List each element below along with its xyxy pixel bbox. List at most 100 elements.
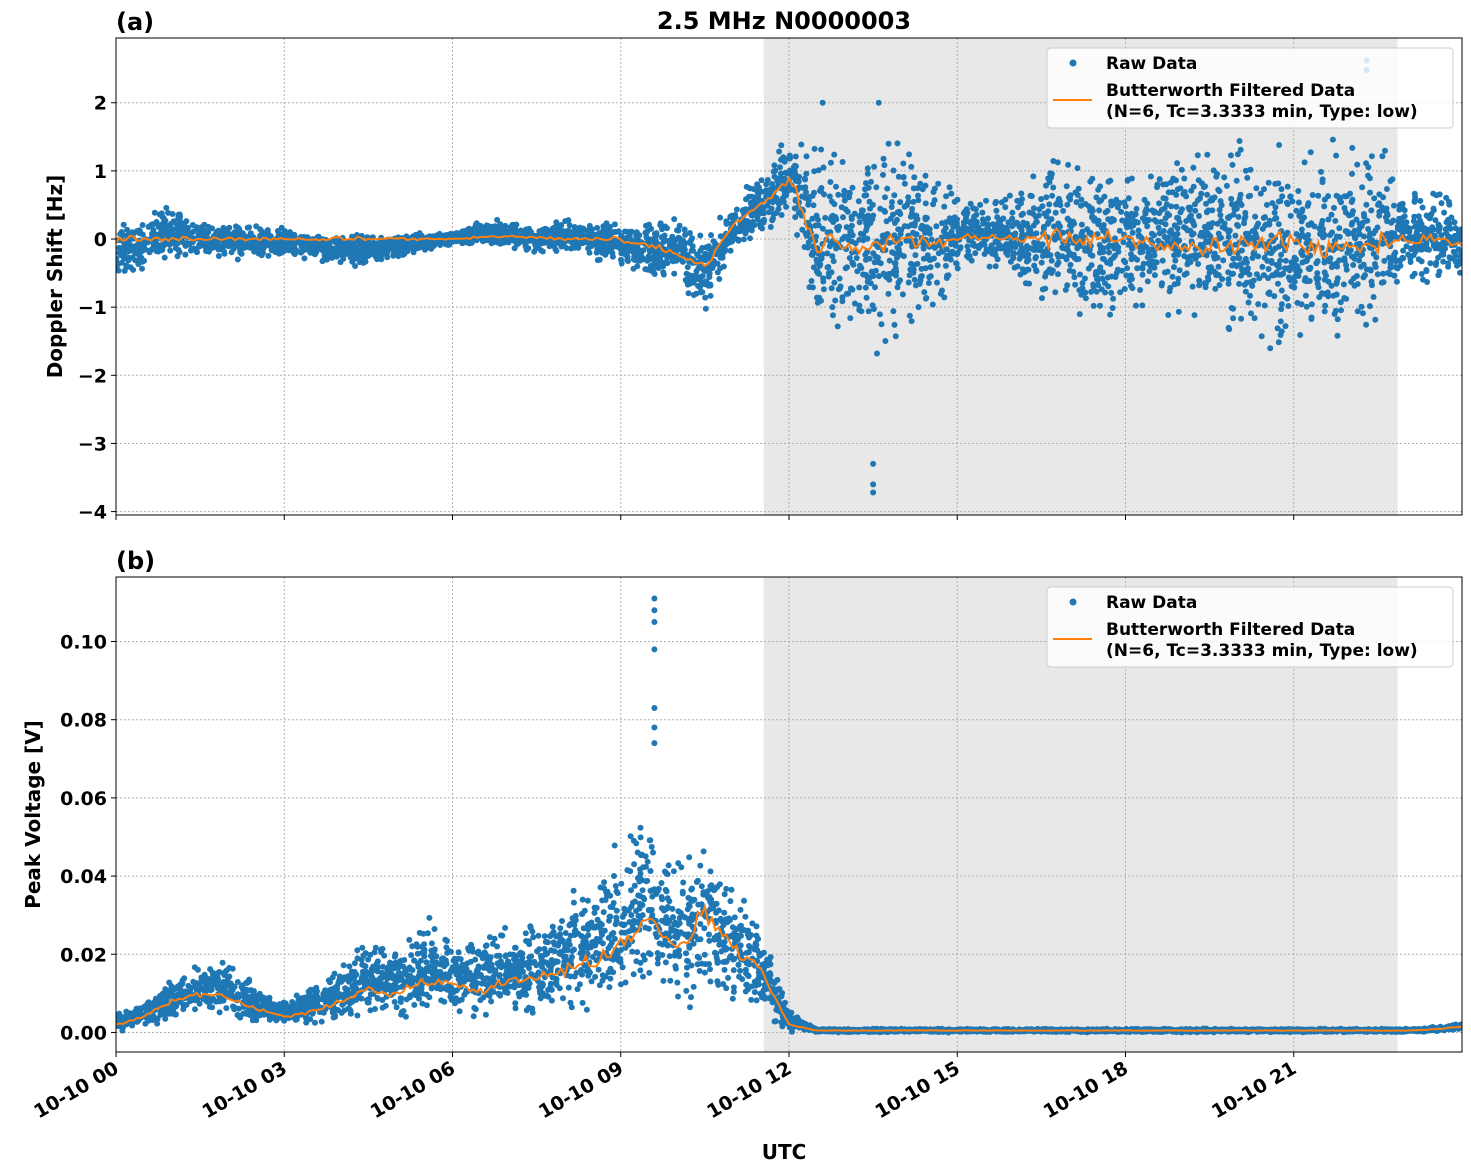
raw-data-point — [1068, 192, 1074, 198]
raw-data-point — [983, 198, 989, 204]
raw-data-point — [1072, 255, 1078, 261]
raw-data-point — [907, 313, 913, 319]
raw-data-point — [147, 249, 153, 255]
raw-data-point — [711, 238, 717, 244]
raw-data-point — [1347, 191, 1353, 197]
raw-data-point — [1359, 184, 1365, 190]
raw-data-point — [999, 199, 1005, 205]
raw-data-point — [1207, 223, 1213, 229]
raw-data-point — [1447, 221, 1453, 227]
raw-data-point — [838, 283, 844, 289]
raw-data-point — [612, 221, 618, 227]
raw-data-point — [657, 254, 663, 260]
raw-data-point — [964, 206, 970, 212]
raw-data-point — [698, 274, 704, 280]
raw-data-point — [661, 272, 667, 278]
raw-data-point — [136, 250, 142, 256]
raw-data-point — [1246, 193, 1252, 199]
raw-data-point — [759, 226, 765, 232]
raw-data-point — [1310, 192, 1316, 198]
raw-data-point — [935, 262, 941, 268]
raw-data-point — [269, 1003, 275, 1009]
raw-data-point — [1020, 211, 1026, 217]
raw-data-point — [132, 246, 138, 252]
raw-data-point — [1049, 258, 1055, 264]
raw-data-point — [782, 189, 788, 195]
raw-data-point — [917, 181, 923, 187]
raw-data-point — [1156, 200, 1162, 206]
raw-data-point — [856, 213, 862, 219]
raw-data-point — [877, 311, 883, 317]
raw-data-point — [1272, 246, 1278, 252]
raw-data-point — [1266, 222, 1272, 228]
raw-data-point — [811, 202, 817, 208]
raw-data-point — [1381, 258, 1387, 264]
raw-data-point — [827, 179, 833, 185]
raw-data-point — [968, 220, 974, 226]
raw-data-point — [927, 231, 933, 237]
raw-data-point — [543, 239, 549, 245]
raw-data-point — [880, 233, 886, 239]
raw-data-point — [1315, 276, 1321, 282]
raw-data-point — [1400, 255, 1406, 261]
raw-data-point — [377, 241, 383, 247]
raw-data-point — [480, 238, 486, 244]
raw-data-point — [787, 153, 793, 159]
raw-data-point — [253, 242, 259, 248]
raw-data-point — [1229, 263, 1235, 269]
raw-data-point — [1142, 197, 1148, 203]
raw-data-point — [1136, 228, 1142, 234]
raw-data-point — [868, 179, 874, 185]
raw-data-point — [1054, 262, 1060, 268]
raw-data-point — [1423, 267, 1429, 273]
raw-data-point — [599, 250, 605, 256]
raw-data-point — [916, 304, 922, 310]
raw-data-point — [1341, 281, 1347, 287]
raw-data-point — [760, 204, 766, 210]
raw-data-point — [658, 220, 664, 226]
raw-data-point — [478, 230, 484, 236]
raw-data-point — [814, 260, 820, 266]
raw-data-point — [941, 228, 947, 234]
raw-data-point — [759, 210, 765, 216]
raw-data-point — [749, 200, 755, 206]
raw-data-point — [881, 156, 887, 162]
raw-data-point — [671, 271, 677, 277]
raw-data-point — [1365, 226, 1371, 232]
raw-data-point — [1254, 271, 1260, 277]
raw-data-point — [880, 172, 886, 178]
raw-data-point — [1134, 265, 1140, 271]
raw-data-point — [802, 176, 808, 182]
raw-data-point — [1188, 188, 1194, 194]
raw-data-point — [1121, 258, 1127, 264]
raw-data-point — [121, 222, 127, 228]
raw-data-point — [163, 205, 169, 211]
raw-data-point — [893, 269, 899, 275]
raw-data-point — [1262, 303, 1268, 309]
raw-data-point — [1245, 265, 1251, 271]
raw-data-point — [1141, 261, 1147, 267]
raw-data-point — [664, 260, 670, 266]
raw-data-point — [637, 252, 643, 258]
raw-data-point — [818, 147, 824, 153]
raw-data-point — [863, 257, 869, 263]
raw-data-point — [804, 153, 810, 159]
raw-data-point — [958, 244, 964, 250]
raw-data-point — [846, 190, 852, 196]
raw-data-point — [732, 212, 738, 218]
raw-data-point — [771, 162, 777, 168]
raw-data-point — [1297, 332, 1303, 338]
raw-data-point — [901, 253, 907, 259]
raw-data-point — [1299, 232, 1305, 238]
raw-data-point — [1043, 270, 1049, 276]
raw-data-point — [1211, 167, 1217, 173]
raw-data-point — [923, 200, 929, 206]
raw-data-point — [1160, 258, 1166, 264]
raw-data-point — [1313, 260, 1319, 266]
raw-data-point — [1387, 265, 1393, 271]
raw-data-point — [798, 142, 804, 148]
raw-data-point — [1190, 165, 1196, 171]
raw-data-point — [1198, 242, 1204, 248]
raw-data-point — [1055, 251, 1061, 257]
